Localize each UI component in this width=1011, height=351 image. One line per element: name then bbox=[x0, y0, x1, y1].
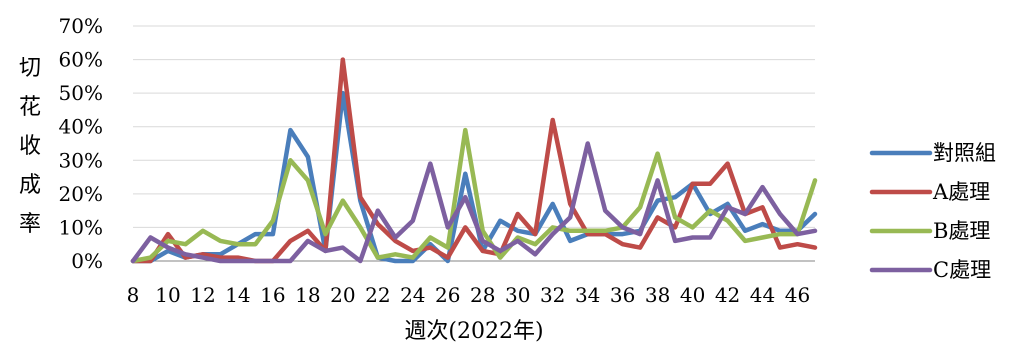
legend-label: 對照組 bbox=[933, 141, 996, 165]
x-tick-label: 36 bbox=[610, 283, 635, 307]
x-tick-label: 44 bbox=[750, 283, 775, 307]
y-axis-title-char: 花 bbox=[19, 95, 41, 120]
x-tick-label: 34 bbox=[575, 283, 600, 307]
y-tick-label: 70% bbox=[59, 14, 103, 38]
y-tick-label: 50% bbox=[59, 81, 103, 105]
y-tick-label: 10% bbox=[59, 215, 103, 239]
x-tick-labels: 8 10 12 14 16 18 20 22 24 26 28 30 32 34 36 38 40 42 44 46 bbox=[127, 283, 811, 307]
x-tick-label: 10 bbox=[155, 283, 180, 307]
x-axis-title: 週次(2022年) bbox=[404, 319, 543, 344]
y-tick-label: 20% bbox=[59, 182, 103, 206]
x-tick-label: 38 bbox=[645, 283, 670, 307]
x-tick-label: 42 bbox=[715, 283, 740, 307]
y-axis-title-char: 率 bbox=[19, 212, 41, 237]
x-tick-label: 12 bbox=[190, 283, 215, 307]
x-tick-label: 18 bbox=[295, 283, 320, 307]
x-tick-label: 8 bbox=[127, 283, 140, 307]
y-tick-label: 30% bbox=[59, 148, 103, 172]
x-tick-label: 22 bbox=[365, 283, 390, 307]
series-line bbox=[130, 141, 818, 264]
x-tick-label: 40 bbox=[680, 283, 705, 307]
x-tick-label: 24 bbox=[400, 283, 425, 307]
series-line bbox=[130, 127, 818, 264]
x-tick-label: 28 bbox=[470, 283, 495, 307]
x-tick-label: 14 bbox=[225, 283, 250, 307]
y-tick-labels: 0% 10% 20% 30% 40% 50% 60% 70% bbox=[59, 14, 103, 273]
series-line bbox=[130, 90, 818, 264]
x-tick-label: 46 bbox=[785, 283, 810, 307]
y-tick-label: 0% bbox=[71, 249, 103, 273]
legend-label: B處理 bbox=[933, 219, 990, 243]
gridlines bbox=[133, 25, 815, 262]
x-tick-label: 20 bbox=[330, 283, 355, 307]
x-tick-label: 32 bbox=[540, 283, 565, 307]
x-tick-label: 16 bbox=[260, 283, 285, 307]
y-tick-label: 60% bbox=[59, 48, 103, 72]
legend-label: C處理 bbox=[933, 258, 991, 282]
legend-label: A處理 bbox=[932, 180, 990, 204]
y-tick-label: 40% bbox=[59, 115, 103, 139]
x-tick-label: 26 bbox=[435, 283, 460, 307]
y-axis-title-char: 切 bbox=[19, 56, 41, 81]
legend: 對照組 A處理 B處理 C處理 bbox=[869, 141, 996, 282]
y-axis-title-char: 成 bbox=[19, 173, 41, 198]
y-axis-title-char: 收 bbox=[19, 134, 41, 159]
series-lines bbox=[130, 57, 818, 264]
x-tick-label: 30 bbox=[505, 283, 530, 307]
